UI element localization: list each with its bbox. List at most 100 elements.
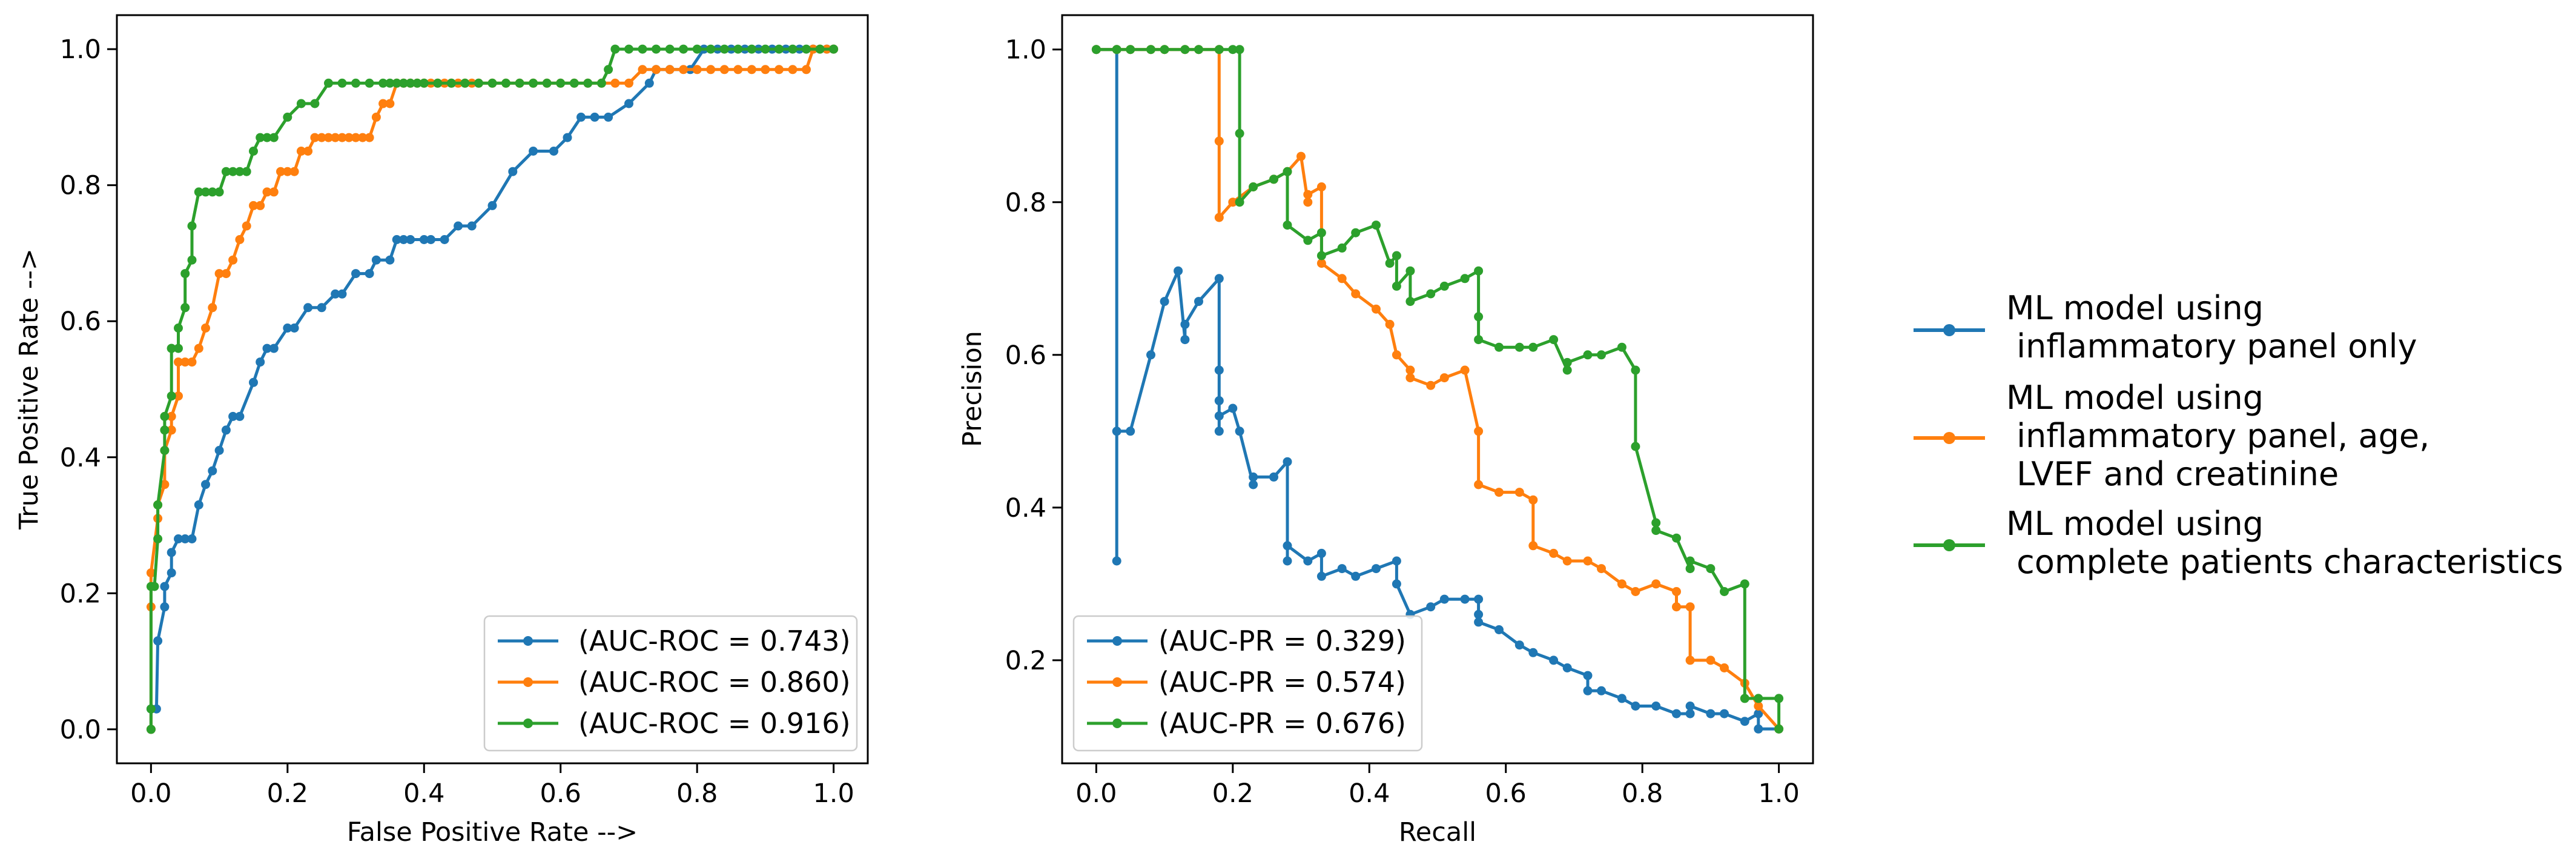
pr-plot-frame xyxy=(1061,14,1814,765)
pr-data-point-blue xyxy=(1214,411,1224,421)
roc-legend-label-green: (AUC-ROC = 0.916) xyxy=(578,707,851,740)
roc-data-point-orange xyxy=(351,133,360,142)
pr-data-point-green xyxy=(1126,45,1135,55)
side-legend-marker-blue xyxy=(1943,324,1955,336)
roc-data-point-blue xyxy=(180,534,190,543)
roc-data-point-green xyxy=(829,44,839,54)
roc-data-point-orange xyxy=(774,65,784,75)
roc-data-point-green xyxy=(569,78,579,88)
roc-legend-label-orange: (AUC-ROC = 0.860) xyxy=(578,666,851,698)
pr-data-point-blue xyxy=(1474,609,1484,619)
pr-data-point-green xyxy=(1283,167,1292,176)
roc-data-point-green xyxy=(419,78,429,88)
roc-data-point-orange xyxy=(249,201,258,210)
pr-data-point-blue xyxy=(1460,594,1470,604)
roc-data-point-orange xyxy=(679,65,689,75)
pr-data-point-blue xyxy=(1740,717,1749,726)
pr-data-point-green xyxy=(1249,182,1258,191)
roc-data-point-green xyxy=(719,44,729,54)
roc-y-tick-label: 1.0 xyxy=(60,35,101,65)
pr-data-point-green xyxy=(1774,694,1784,703)
pr-data-point-orange xyxy=(1392,350,1401,360)
roc-x-tick-label: 0.8 xyxy=(676,778,718,809)
roc-data-point-orange xyxy=(262,187,272,197)
roc-data-point-green xyxy=(208,187,217,197)
pr-data-point-orange xyxy=(1405,365,1415,375)
pr-data-point-blue xyxy=(1351,571,1361,581)
roc-data-point-green xyxy=(187,221,197,231)
pr-data-point-green xyxy=(1740,579,1749,589)
pr-data-point-orange xyxy=(1316,182,1326,191)
pr-y-tick-label: 0.6 xyxy=(1005,340,1046,371)
roc-legend-label-blue: (AUC-ROC = 0.743) xyxy=(578,625,851,657)
roc-data-point-blue xyxy=(487,201,497,210)
roc-data-point-blue xyxy=(194,500,203,509)
pr-data-point-orange xyxy=(1631,587,1640,596)
roc-data-point-green xyxy=(310,99,320,108)
roc-data-point-green xyxy=(296,99,306,108)
roc-data-point-orange xyxy=(276,167,285,176)
roc-data-point-orange xyxy=(296,147,306,156)
pr-data-point-blue xyxy=(1392,579,1401,589)
roc-data-point-orange xyxy=(317,133,326,142)
side-legend-line: ML model using xyxy=(2006,505,2264,543)
side-legend-line: inflammatory panel, age, xyxy=(2006,417,2429,455)
roc-data-point-orange xyxy=(337,133,347,142)
pr-data-point-green xyxy=(1426,289,1436,299)
roc-data-point-orange xyxy=(719,65,729,75)
pr-x-tick-label: 0.2 xyxy=(1212,778,1253,809)
pr-data-point-orange xyxy=(1597,564,1606,574)
roc-data-point-orange xyxy=(610,78,620,88)
roc-data-point-orange xyxy=(228,255,238,265)
pr-data-point-orange xyxy=(1372,304,1381,314)
pr-data-point-blue xyxy=(1316,548,1326,558)
pr-data-point-green xyxy=(1740,694,1749,703)
pr-data-point-green xyxy=(1754,694,1763,703)
pr-y-tick-label: 0.8 xyxy=(1005,188,1046,218)
pr-data-point-orange xyxy=(1706,655,1716,665)
pr-data-point-green xyxy=(1385,259,1395,268)
pr-legend-label-green: (AUC-PR = 0.676) xyxy=(1158,707,1406,740)
roc-data-point-green xyxy=(180,269,190,279)
side-legend-line: ML model using xyxy=(2006,289,2264,327)
roc-data-point-green xyxy=(174,343,183,353)
pr-data-point-orange xyxy=(1549,548,1559,558)
pr-data-point-green xyxy=(1474,266,1484,276)
pr-data-point-blue xyxy=(1228,403,1238,413)
pr-data-point-orange xyxy=(1303,190,1313,199)
roc-data-point-blue xyxy=(590,112,599,122)
roc-data-point-green xyxy=(201,187,210,197)
roc-data-point-blue xyxy=(563,133,572,142)
pr-data-point-orange xyxy=(1385,319,1395,329)
roc-data-point-orange xyxy=(174,391,183,401)
roc-data-point-orange xyxy=(624,78,633,88)
roc-data-point-orange xyxy=(324,133,333,142)
roc-data-point-green xyxy=(406,78,415,88)
pr-data-point-green xyxy=(1194,45,1203,55)
pr-data-point-blue xyxy=(1214,365,1224,375)
pr-x-tick-label: 1.0 xyxy=(1758,778,1799,809)
roc-data-point-green xyxy=(610,44,620,54)
roc-panel: 0.0 0.2 0.4 0.6 0.8 1.0 0.0 0.2 0.4 0.6 0.8 1.0 Fal… xyxy=(14,14,869,848)
roc-data-point-green xyxy=(815,44,825,54)
roc-data-point-blue xyxy=(289,323,299,333)
roc-data-point-green xyxy=(706,44,716,54)
pr-data-point-green xyxy=(1392,251,1401,260)
roc-data-point-green xyxy=(692,44,702,54)
pr-data-point-green xyxy=(1685,564,1695,574)
pr-data-point-blue xyxy=(1685,709,1695,718)
roc-data-point-blue xyxy=(467,221,477,231)
pr-legend-box xyxy=(1072,615,1423,752)
pr-data-point-green xyxy=(1549,335,1559,345)
roc-y-tick-label: 0.2 xyxy=(60,579,101,609)
pr-data-point-green xyxy=(1651,518,1661,528)
roc-data-point-green xyxy=(542,78,552,88)
roc-data-point-blue xyxy=(174,534,183,543)
pr-data-point-green xyxy=(1337,243,1347,253)
pr-data-point-blue xyxy=(1651,702,1661,711)
roc-data-point-green xyxy=(221,167,231,176)
pr-data-point-green xyxy=(1180,45,1190,55)
roc-data-point-green xyxy=(652,44,661,54)
side-legend-line: ML model using xyxy=(2006,379,2264,417)
